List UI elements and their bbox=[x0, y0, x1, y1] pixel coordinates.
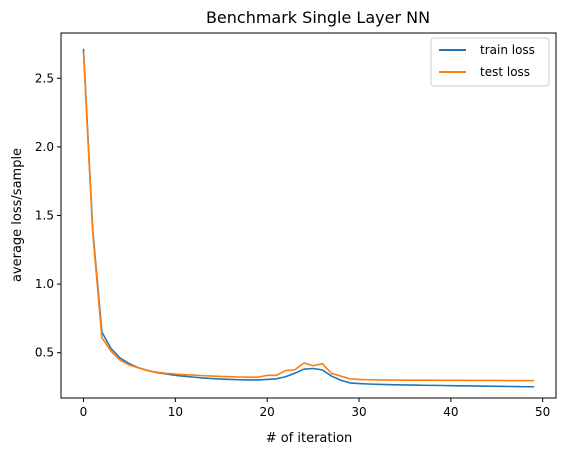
y-tick-label: 2.0 bbox=[35, 140, 54, 154]
x-tick-label: 30 bbox=[351, 405, 366, 419]
y-axis-ticks: 0.5 1.0 1.5 2.0 2.5 bbox=[35, 71, 61, 360]
y-axis-label: average loss/sample bbox=[10, 148, 25, 282]
x-tick-label: 20 bbox=[260, 405, 275, 419]
chart-title: Benchmark Single Layer NN bbox=[206, 8, 430, 27]
y-tick-label: 1.0 bbox=[35, 277, 54, 291]
x-tick-label: 40 bbox=[443, 405, 458, 419]
y-tick-label: 1.5 bbox=[35, 209, 54, 223]
series-line-train-loss bbox=[82, 48, 535, 388]
x-axis-label: # of iteration bbox=[266, 431, 353, 446]
legend-label-test-loss: test loss bbox=[480, 65, 530, 79]
y-tick-label: 0.5 bbox=[35, 346, 54, 360]
series-line-test-loss bbox=[82, 51, 535, 382]
y-tick-label: 2.5 bbox=[35, 71, 54, 85]
x-axis-ticks: 0 10 20 30 40 50 bbox=[80, 398, 550, 419]
x-tick-label: 50 bbox=[535, 405, 550, 419]
plot-frame bbox=[60, 32, 557, 399]
legend: train loss test loss bbox=[430, 37, 550, 87]
x-tick-label: 10 bbox=[168, 405, 183, 419]
legend-label-train-loss: train loss bbox=[480, 43, 535, 57]
x-tick-label: 0 bbox=[80, 405, 88, 419]
plot-area: 0 10 20 30 40 50 0.5 1.0 1.5 2.0 2.5 bbox=[35, 32, 557, 419]
series-lines bbox=[82, 48, 535, 388]
